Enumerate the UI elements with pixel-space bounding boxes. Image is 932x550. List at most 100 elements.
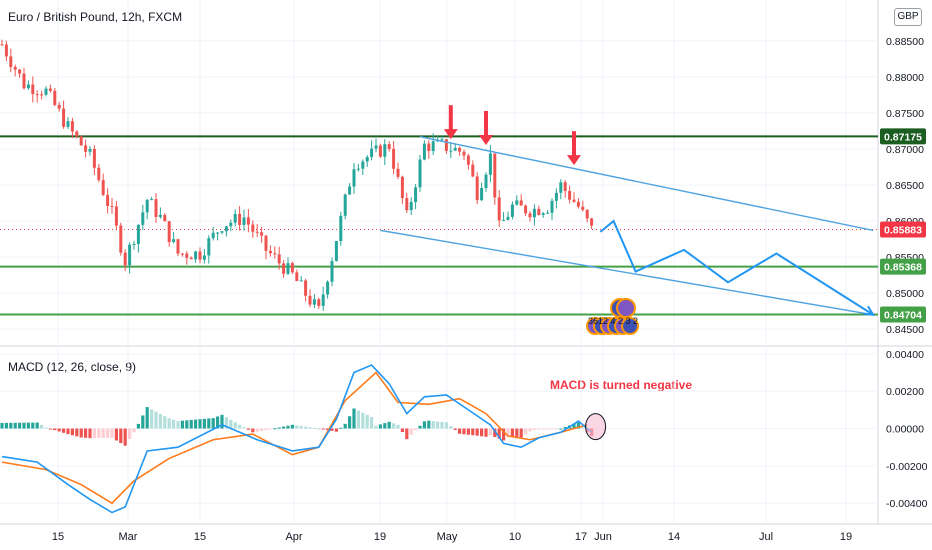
macd-histogram-bar <box>136 423 140 429</box>
candle-body <box>409 202 413 211</box>
candle-body <box>260 232 264 236</box>
candle-body <box>361 161 365 169</box>
macd-histogram-bar <box>92 428 96 439</box>
candle-body <box>97 167 101 181</box>
candle-body <box>31 84 35 95</box>
macd-histogram-bar <box>106 428 110 438</box>
level-label: 0.87175 <box>884 131 922 143</box>
candle-body <box>484 174 488 189</box>
arrow-marker-head <box>567 155 581 166</box>
macd-histogram-bar <box>132 428 136 433</box>
candle-body <box>414 187 418 203</box>
macd-histogram-bar <box>70 428 74 436</box>
level-tag <box>880 258 926 275</box>
macd-histogram-bar <box>559 428 563 430</box>
macd-histogram-bar <box>277 427 281 429</box>
macd-histogram-bar <box>0 422 4 429</box>
macd-histogram-bar <box>53 428 57 431</box>
candle-body <box>176 239 180 254</box>
macd-histogram-bar <box>180 420 184 429</box>
candle-body <box>92 148 96 168</box>
macd-histogram-bar <box>141 415 145 429</box>
y-tick-label: 0.84500 <box>886 324 924 336</box>
x-tick-label: 19 <box>840 531 852 543</box>
arrow-marker-head <box>443 129 458 140</box>
macd-histogram-bar <box>440 421 444 429</box>
y-tick-label: 0.85000 <box>886 288 924 300</box>
x-tick-label: 17 <box>575 531 587 543</box>
level-label: 0.84704 <box>884 309 922 321</box>
currency-badge[interactable]: GBP <box>894 8 922 26</box>
macd-histogram-bar <box>202 418 206 429</box>
crossover-highlight <box>585 413 607 441</box>
candle-body <box>251 224 255 232</box>
macd-histogram-bar <box>158 413 162 429</box>
macd-histogram-bar <box>365 414 369 429</box>
macd-histogram-bar <box>101 428 105 438</box>
macd-histogram-bar <box>475 428 479 436</box>
macd-histogram-bar <box>268 428 272 430</box>
candle-body <box>211 232 215 239</box>
macd-histogram-bar <box>229 419 233 429</box>
current-price-tag <box>880 221 926 238</box>
candle-body <box>0 44 4 46</box>
macd-histogram-bar <box>418 425 422 429</box>
macd-histogram-bar <box>414 428 418 431</box>
macd-histogram-bar <box>260 428 264 431</box>
macd-histogram-bar <box>515 428 519 438</box>
macd-histogram-bar <box>334 428 338 432</box>
candle-body <box>550 200 554 213</box>
candle-body <box>343 194 347 216</box>
macd-histogram-bar <box>374 425 378 429</box>
candle-body <box>339 215 343 242</box>
candle-body <box>326 281 330 295</box>
candle-body <box>136 224 140 245</box>
candle-body <box>299 280 303 282</box>
candle-body <box>22 73 26 89</box>
macd-histogram-bar <box>352 408 356 429</box>
macd-histogram-bar <box>510 428 514 438</box>
macd-histogram-bar <box>31 422 35 429</box>
candle-body <box>383 144 387 157</box>
axis-labels: 15 Mar 15 Apr 19 May 10 17 Jun 14 Jul 19 0.84500 0.85… <box>52 36 928 543</box>
macd-histogram-bar <box>471 428 475 436</box>
x-tick-label: Jun <box>594 531 612 543</box>
candle-body <box>185 253 189 258</box>
macd-histogram-bar <box>9 422 13 429</box>
candle-body <box>295 272 299 281</box>
macd-histogram-bar <box>88 428 92 439</box>
x-tick-label: 15 <box>194 531 206 543</box>
macd-histogram-bar <box>506 428 510 437</box>
drawings: 3612 4 2 3 2 <box>380 105 876 335</box>
macd-histogram-bar <box>79 428 83 438</box>
macd-histogram-bar <box>321 428 325 430</box>
candles <box>0 39 594 311</box>
macd-histogram-bar <box>62 428 66 433</box>
macd-histogram-bar <box>493 428 497 437</box>
macd-histogram-bar <box>216 416 220 429</box>
candle-body <box>145 199 149 213</box>
candle-body <box>488 153 492 175</box>
candle-body <box>282 263 286 274</box>
macd-histogram-bar <box>97 428 101 439</box>
macd-y-tick-label: 0.00400 <box>886 349 924 361</box>
arrow-marker-head <box>479 134 493 145</box>
candle-body <box>546 212 550 214</box>
candle-body <box>132 244 136 246</box>
macd-histogram-bar <box>528 428 532 432</box>
candle-body <box>554 192 558 201</box>
candle-body <box>304 280 308 296</box>
candle-body <box>374 145 378 149</box>
candle-body <box>308 295 312 305</box>
candle-body <box>396 168 400 177</box>
candle-body <box>57 104 61 109</box>
macd-panel <box>0 364 607 514</box>
macd-histogram-bar <box>44 427 48 429</box>
macd-histogram-bar <box>449 426 453 429</box>
candle-body <box>75 131 79 137</box>
macd-histogram-bar <box>409 428 413 435</box>
macd-histogram-bar <box>488 428 492 436</box>
candle-body <box>502 219 506 221</box>
macd-histogram-bar <box>198 419 202 429</box>
